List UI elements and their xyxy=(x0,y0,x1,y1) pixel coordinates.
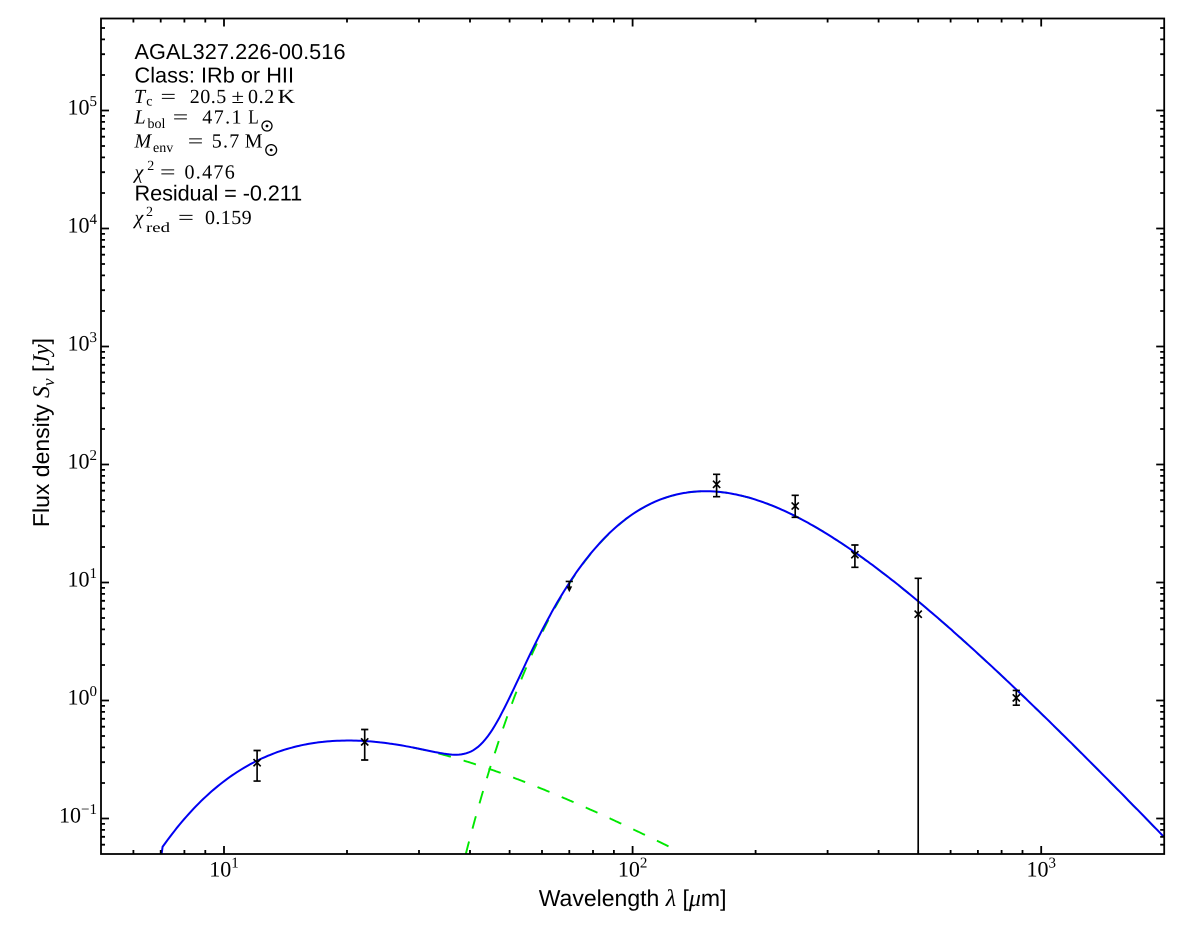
svg-text:Wavelength λ [μm]: Wavelength λ [μm] xyxy=(539,885,727,912)
svg-text:χ2=0.476: χ 2 = 0.476 xyxy=(133,159,237,184)
svg-text:AGAL327.226-00.516: AGAL327.226-00.516 xyxy=(135,39,346,64)
svg-text:Residual = -0.211: Residual = -0.211 xyxy=(135,181,303,206)
svg-text:Flux density Sν [Jy]: Flux density Sν [Jy] xyxy=(28,338,58,527)
svg-text:Class: IRb or HII: Class: IRb or HII xyxy=(135,63,295,88)
svg-text:Tc=20.5±0.2K: Tc = 20.5 ±0.2 K xyxy=(134,86,296,110)
